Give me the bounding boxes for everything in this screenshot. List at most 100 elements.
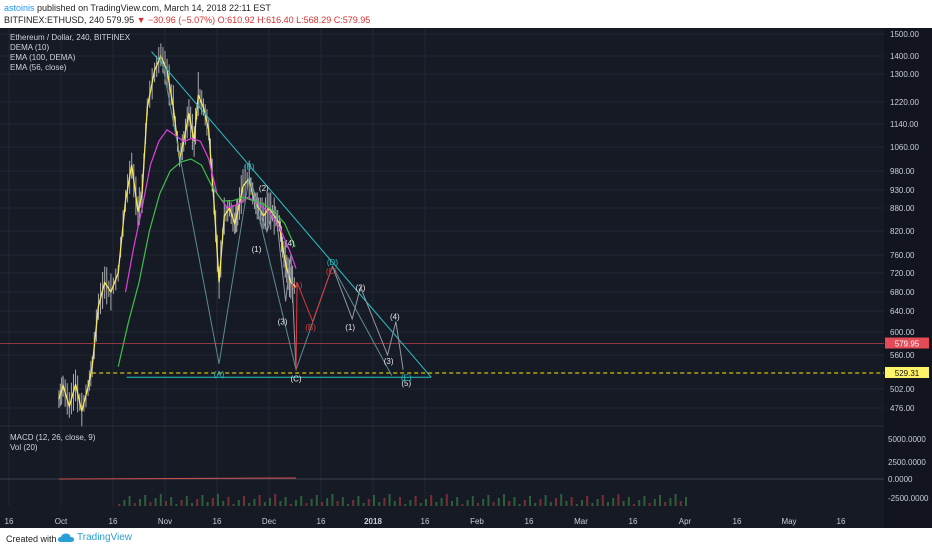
- volume-bar-5: [144, 495, 147, 506]
- legend-dema[interactable]: DEMA (10): [10, 43, 49, 52]
- volume-bar-35: [300, 496, 303, 506]
- volume-bar-39: [321, 502, 323, 506]
- time-tick-9: Feb: [470, 517, 484, 526]
- price-tick-11: 720.00: [890, 269, 915, 278]
- wave-labels: (A)(B)(1)(2)(3)(4)(C)(A)(B)(C)(D)(1)(2)(…: [214, 163, 412, 389]
- last-price-tag: 579.95: [885, 337, 929, 349]
- volume-bar-52: [388, 494, 391, 506]
- price-tick-13: 640.00: [890, 307, 915, 316]
- volume-bar-97: [622, 501, 625, 506]
- volume-bar-37: [310, 499, 313, 506]
- volume-bar-102: [648, 503, 651, 506]
- volume-bar-38: [315, 495, 318, 506]
- volume-bar-16: [201, 495, 204, 506]
- volume-bar-15: [196, 499, 199, 506]
- chart-panel[interactable]: 1500.00 1400.00 1300.00 1220.00 1140.00 1060.…: [0, 28, 932, 528]
- volume-bar-76: [513, 497, 516, 506]
- wave-label-1: (B): [244, 163, 255, 172]
- macd-ticks: 5000.0000 2500.0000 0.0000 -2500.0000: [888, 435, 929, 503]
- time-tick-2: 16: [109, 517, 118, 526]
- legend-volume[interactable]: Vol (20): [10, 443, 38, 452]
- volume-bar-62: [440, 498, 443, 506]
- volume-bar-54: [399, 497, 401, 506]
- time-tick-16: 16: [837, 517, 846, 526]
- volume-bar-96: [617, 494, 620, 506]
- volume-bar-66: [461, 504, 464, 506]
- created-with-label: Created with: [6, 534, 57, 544]
- volume-bar-34: [295, 500, 297, 506]
- volume-bar-79: [529, 496, 531, 506]
- time-tick-15: May: [781, 517, 796, 526]
- macd-tick-2: 0.0000: [888, 475, 913, 484]
- volume-bar-105: [664, 502, 667, 506]
- wave-label-5: (4): [285, 239, 295, 248]
- time-axis[interactable]: 16 Oct 16 Nov 16 Dec 16 2018 16 Feb 16 Mar 16 Apr 16 Ma…: [5, 517, 846, 526]
- volume-bar-74: [503, 494, 505, 506]
- ma-line-0: [58, 54, 297, 412]
- chart-legend: Ethereum / Dollar, 240, BITFINEX DEMA (1…: [10, 33, 131, 452]
- volume-bar-12: [180, 500, 183, 506]
- volume-bar-95: [612, 498, 615, 506]
- volume-bar-14: [191, 503, 193, 506]
- cloud-icon: [58, 533, 74, 542]
- volume-bar-49: [373, 495, 375, 506]
- volume-bar-53: [393, 501, 396, 506]
- volume-bar-41: [331, 494, 334, 506]
- price-tick-5: 1060.00: [890, 143, 919, 152]
- volume-bar-88: [575, 504, 578, 506]
- volume-bar-84: [555, 498, 557, 506]
- wave-label-15: (5): [401, 379, 411, 388]
- wave-label-14: (4): [390, 312, 400, 321]
- down-arrow-icon: ▼: [136, 15, 146, 25]
- price-tick-14: 600.00: [890, 328, 915, 337]
- volume-bar-56: [409, 500, 412, 506]
- volume-bar-31: [279, 501, 282, 506]
- volume-bar-42: [336, 501, 339, 506]
- volume-bar-101: [643, 496, 646, 506]
- macd-tick-0: 5000.0000: [888, 435, 926, 444]
- time-tick-11: Mar: [574, 517, 588, 526]
- legend-ema100[interactable]: EMA (100, DEMA): [10, 53, 76, 62]
- volume-bar-26: [253, 499, 256, 506]
- volume-bar-65: [456, 497, 459, 506]
- volume-bar-28: [263, 502, 266, 506]
- volume-bar-70: [482, 499, 485, 506]
- price-axis[interactable]: [884, 28, 932, 528]
- volume-bar-69: [477, 503, 479, 506]
- volume-bar-78: [523, 500, 526, 506]
- time-tick-0: 16: [5, 517, 14, 526]
- time-tick-6: 16: [317, 517, 326, 526]
- wave-label-9: (C): [326, 267, 337, 276]
- symbol-line: BITFINEX:ETHUSD, 240 579.95 ▼ −30.96 (−5…: [4, 15, 370, 25]
- chart-background: [0, 28, 932, 528]
- ohlc-values: O:610.92 H:616.40 L:568.29 C:579.95: [217, 15, 371, 25]
- impulse-zigzag: [248, 176, 297, 370]
- volume-bar-3: [133, 503, 136, 506]
- volume-bar-44: [347, 504, 349, 506]
- volume-bar-85: [560, 494, 563, 506]
- time-tick-12: 16: [629, 517, 638, 526]
- volume-bar-58: [419, 503, 422, 506]
- wave-label-13: (3): [384, 357, 394, 366]
- time-tick-7: 2018: [364, 517, 382, 526]
- tradingview-logo[interactable]: TradingView: [58, 532, 132, 543]
- publish-info: published on TradingView.com, March 14, …: [37, 3, 271, 13]
- legend-title: Ethereum / Dollar, 240, BITFINEX: [10, 33, 131, 42]
- legend-ema56[interactable]: EMA (56, close): [10, 63, 67, 72]
- author-link[interactable]: astoinis: [4, 3, 35, 13]
- volume-bar-57: [414, 496, 417, 506]
- volume-bar-17: [206, 502, 209, 506]
- volume-bar-90: [586, 496, 589, 506]
- volume-bar-13: [185, 496, 188, 506]
- legend-macd[interactable]: MACD (12, 26, close, 9): [10, 433, 96, 442]
- volume-bar-51: [383, 498, 386, 506]
- volume-bar-23: [237, 500, 240, 506]
- volume-bar-55: [404, 504, 407, 506]
- price-tick-8: 880.00: [890, 204, 915, 213]
- wave-label-4: (3): [278, 318, 288, 327]
- final-leg-zigzag: [331, 266, 404, 370]
- support-price-label: 529.31: [895, 369, 920, 378]
- volume-bar-43: [341, 497, 344, 506]
- volume-bar-67: [466, 500, 469, 506]
